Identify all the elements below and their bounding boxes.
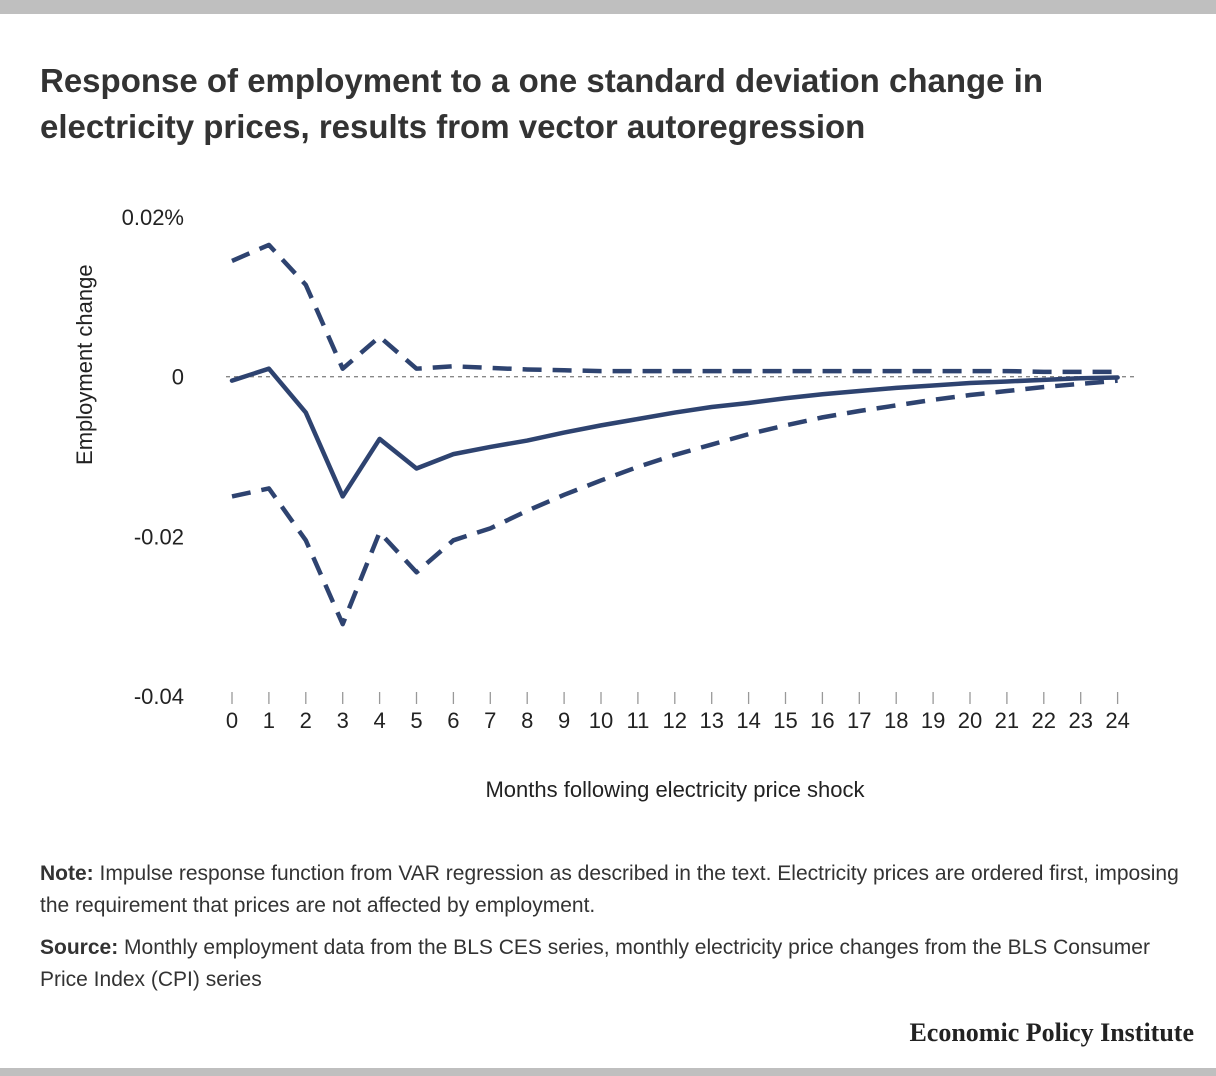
x-tick-label: 13 bbox=[699, 708, 723, 733]
top-border bbox=[0, 0, 1216, 14]
x-tick-label: 7 bbox=[484, 708, 496, 733]
x-tick-label: 18 bbox=[884, 708, 908, 733]
x-tick-label: 22 bbox=[1032, 708, 1056, 733]
x-tick-label: 14 bbox=[736, 708, 760, 733]
line-chart: 0.02%0-0.02-0.04 0 1 2 3 4 5 6 7 8 9 10 11 12 13 14 15 1… bbox=[72, 205, 1136, 802]
x-tick-label: 10 bbox=[589, 708, 613, 733]
source-text: Monthly employment data from the BLS CES… bbox=[40, 936, 1150, 991]
x-tick-label: 11 bbox=[626, 708, 649, 733]
note-text: Impulse response function from VAR regre… bbox=[40, 862, 1179, 917]
y-tick-label: 0.02% bbox=[122, 205, 184, 230]
x-tick-label: 4 bbox=[373, 708, 385, 733]
brand-logo: Economic Policy Institute bbox=[909, 1018, 1194, 1047]
y-tick-label: -0.04 bbox=[134, 684, 184, 709]
source-label: Source: bbox=[40, 936, 119, 959]
x-tick-label: 19 bbox=[921, 708, 945, 733]
x-tick-label: 6 bbox=[447, 708, 459, 733]
x-tick-label: 20 bbox=[958, 708, 982, 733]
x-tick-label: 16 bbox=[810, 708, 834, 733]
x-axis-label: Months following electricity price shock bbox=[485, 777, 865, 802]
x-tick-label: 0 bbox=[226, 708, 238, 733]
chart-title: Response of employment to a one standard… bbox=[40, 62, 1044, 145]
bottom-border bbox=[0, 1068, 1216, 1076]
x-tick-label: 2 bbox=[300, 708, 312, 733]
x-tick-label: 24 bbox=[1105, 708, 1129, 733]
notes: Note: Impulse response function from VAR… bbox=[40, 858, 1180, 1006]
confidence-band-line bbox=[231, 378, 1118, 627]
x-axis-ticks: 0 1 2 3 4 5 6 7 8 9 10 11 12 13 14 15 16 17 18 19 20 21 22 23 24 bbox=[226, 692, 1130, 733]
x-tick-label: 9 bbox=[558, 708, 570, 733]
x-tick-label: 5 bbox=[410, 708, 422, 733]
note: Note: Impulse response function from VAR… bbox=[40, 858, 1180, 922]
x-tick-label: 12 bbox=[663, 708, 687, 733]
x-tick-label: 8 bbox=[521, 708, 533, 733]
x-tick-label: 17 bbox=[847, 708, 871, 733]
x-tick-label: 21 bbox=[995, 708, 1019, 733]
y-tick-label: -0.02 bbox=[134, 524, 184, 549]
source: Source: Monthly employment data from the… bbox=[40, 932, 1180, 996]
x-tick-label: 15 bbox=[773, 708, 797, 733]
confidence-band-line bbox=[231, 242, 1118, 375]
impulse-response-line bbox=[229, 366, 1120, 499]
note-label: Note: bbox=[40, 862, 94, 885]
x-tick-label: 1 bbox=[263, 708, 275, 733]
x-tick-label: 3 bbox=[337, 708, 349, 733]
y-tick-label: 0 bbox=[172, 365, 184, 390]
series-layer bbox=[229, 242, 1120, 627]
y-axis-ticks: 0.02% 0 -0.02 -0.04 bbox=[122, 205, 184, 709]
x-tick-label: 23 bbox=[1068, 708, 1092, 733]
y-axis-label: Employment change bbox=[72, 264, 97, 465]
